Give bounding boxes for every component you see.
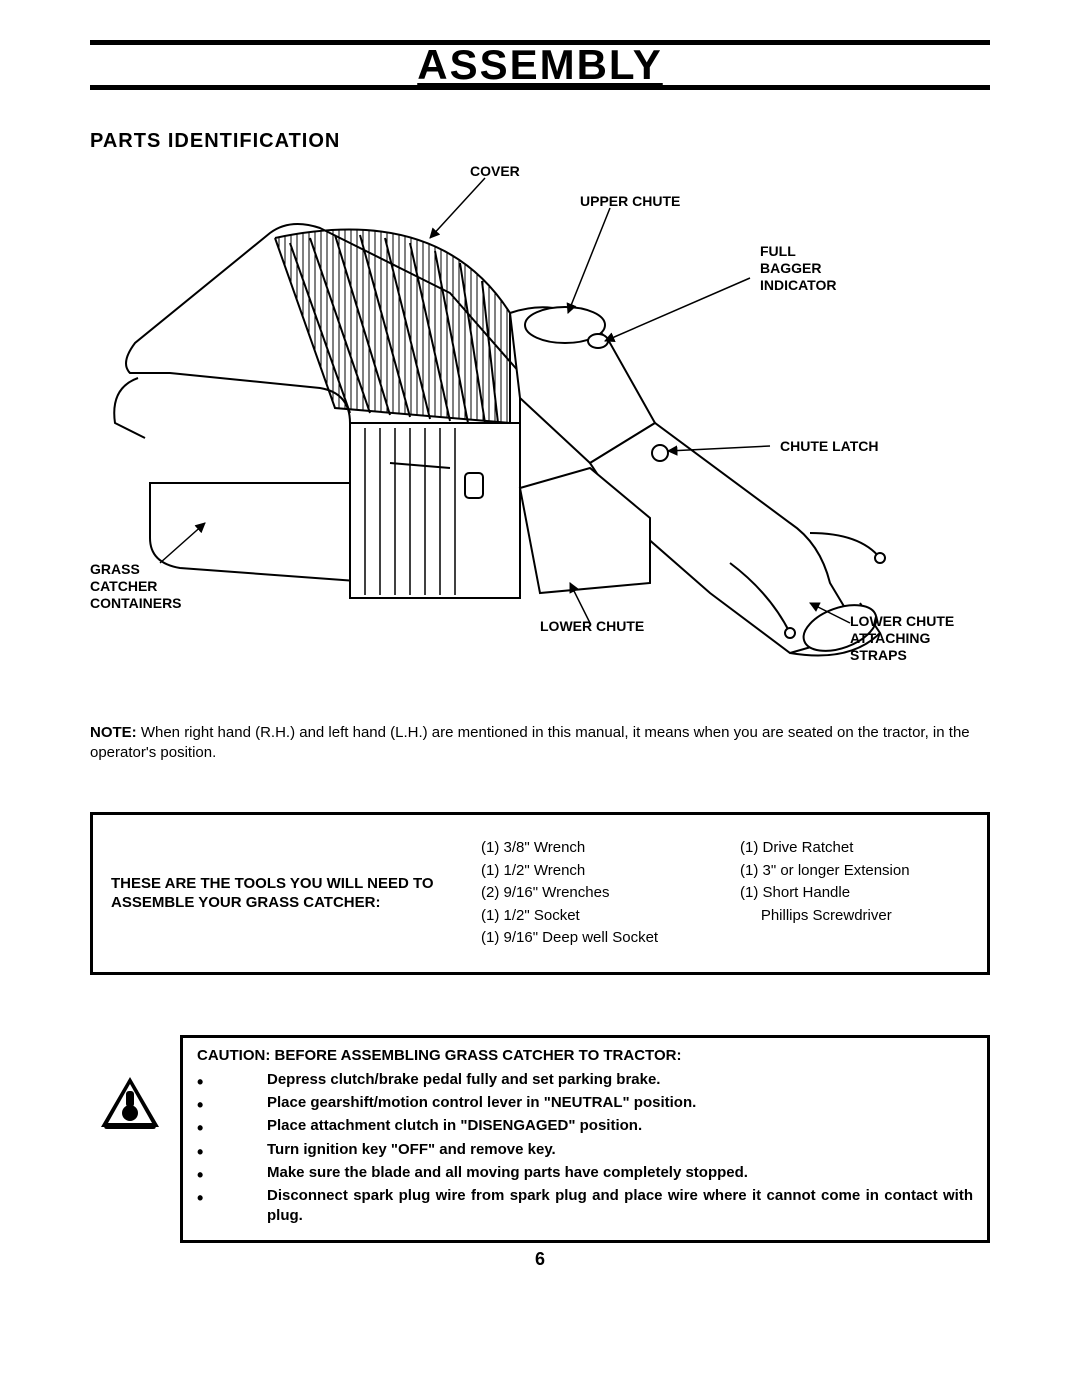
caution-item: Disconnect spark plug wire from spark pl… [267, 1186, 973, 1227]
label-lower-chute: LOWER CHUTE [540, 618, 644, 635]
bagger-illustration [90, 163, 990, 683]
section-heading: PARTS IDENTIFICATION [90, 130, 990, 153]
label-chute-latch: CHUTE LATCH [780, 438, 879, 455]
caution-container: CAUTION: BEFORE ASSEMBLING GRASS CATCHER… [90, 1035, 990, 1243]
note-text: When right hand (R.H.) and left hand (L.… [90, 724, 970, 761]
tools-heading: THESE ARE THE TOOLS YOU WILL NEED TO ASS… [111, 837, 471, 950]
caution-list: Depress clutch/brake pedal fully and set… [197, 1070, 973, 1227]
tool-item: (2) 9/16" Wrenches [481, 882, 710, 905]
label-cover: COVER [470, 163, 520, 180]
tools-col-2: (1) Drive Ratchet (1) 3" or longer Exten… [740, 837, 969, 950]
tools-col-1: (1) 3/8" Wrench (1) 1/2" Wrench (2) 9/16… [481, 837, 710, 950]
warning-icon-wrap [90, 1035, 170, 1130]
parts-diagram: COVER UPPER CHUTE FULL BAGGER INDICATOR … [90, 163, 990, 683]
caution-item: Make sure the blade and all moving parts… [267, 1163, 973, 1183]
label-upper-chute: UPPER CHUTE [580, 193, 680, 210]
caution-title: CAUTION: BEFORE ASSEMBLING GRASS CATCHER… [197, 1046, 973, 1066]
page-number: 6 [90, 1249, 990, 1270]
caution-item: Place attachment clutch in "DISENGAGED" … [267, 1116, 973, 1136]
note-paragraph: NOTE: When right hand (R.H.) and left ha… [90, 723, 990, 762]
tools-columns: (1) 3/8" Wrench (1) 1/2" Wrench (2) 9/16… [481, 837, 969, 950]
caution-item: Place gearshift/motion control lever in … [267, 1093, 973, 1113]
label-grass-catcher: GRASS CATCHER CONTAINERS [90, 561, 182, 611]
label-lower-chute-straps: LOWER CHUTE ATTACHING STRAPS [850, 613, 954, 663]
caution-item: Turn ignition key "OFF" and remove key. [267, 1140, 973, 1160]
tool-item: (1) 9/16" Deep well Socket [481, 927, 710, 950]
note-label: NOTE: [90, 724, 137, 741]
tools-box: THESE ARE THE TOOLS YOU WILL NEED TO ASS… [90, 812, 990, 975]
tool-item: (1) 1/2" Socket [481, 905, 710, 928]
warning-icon [99, 1075, 161, 1130]
tool-item: (1) Short Handle [740, 882, 969, 905]
tool-item: (1) 1/2" Wrench [481, 860, 710, 883]
page-title: ASSEMBLY [417, 41, 663, 89]
tool-item: (1) 3" or longer Extension [740, 860, 969, 883]
label-full-bagger: FULL BAGGER INDICATOR [760, 243, 836, 293]
tool-item: (1) Drive Ratchet [740, 837, 969, 860]
caution-box: CAUTION: BEFORE ASSEMBLING GRASS CATCHER… [180, 1035, 990, 1243]
title-rule: ASSEMBLY [90, 40, 990, 90]
caution-item: Depress clutch/brake pedal fully and set… [267, 1070, 973, 1090]
tool-item: (1) 3/8" Wrench [481, 837, 710, 860]
tool-item: Phillips Screwdriver [740, 905, 969, 928]
